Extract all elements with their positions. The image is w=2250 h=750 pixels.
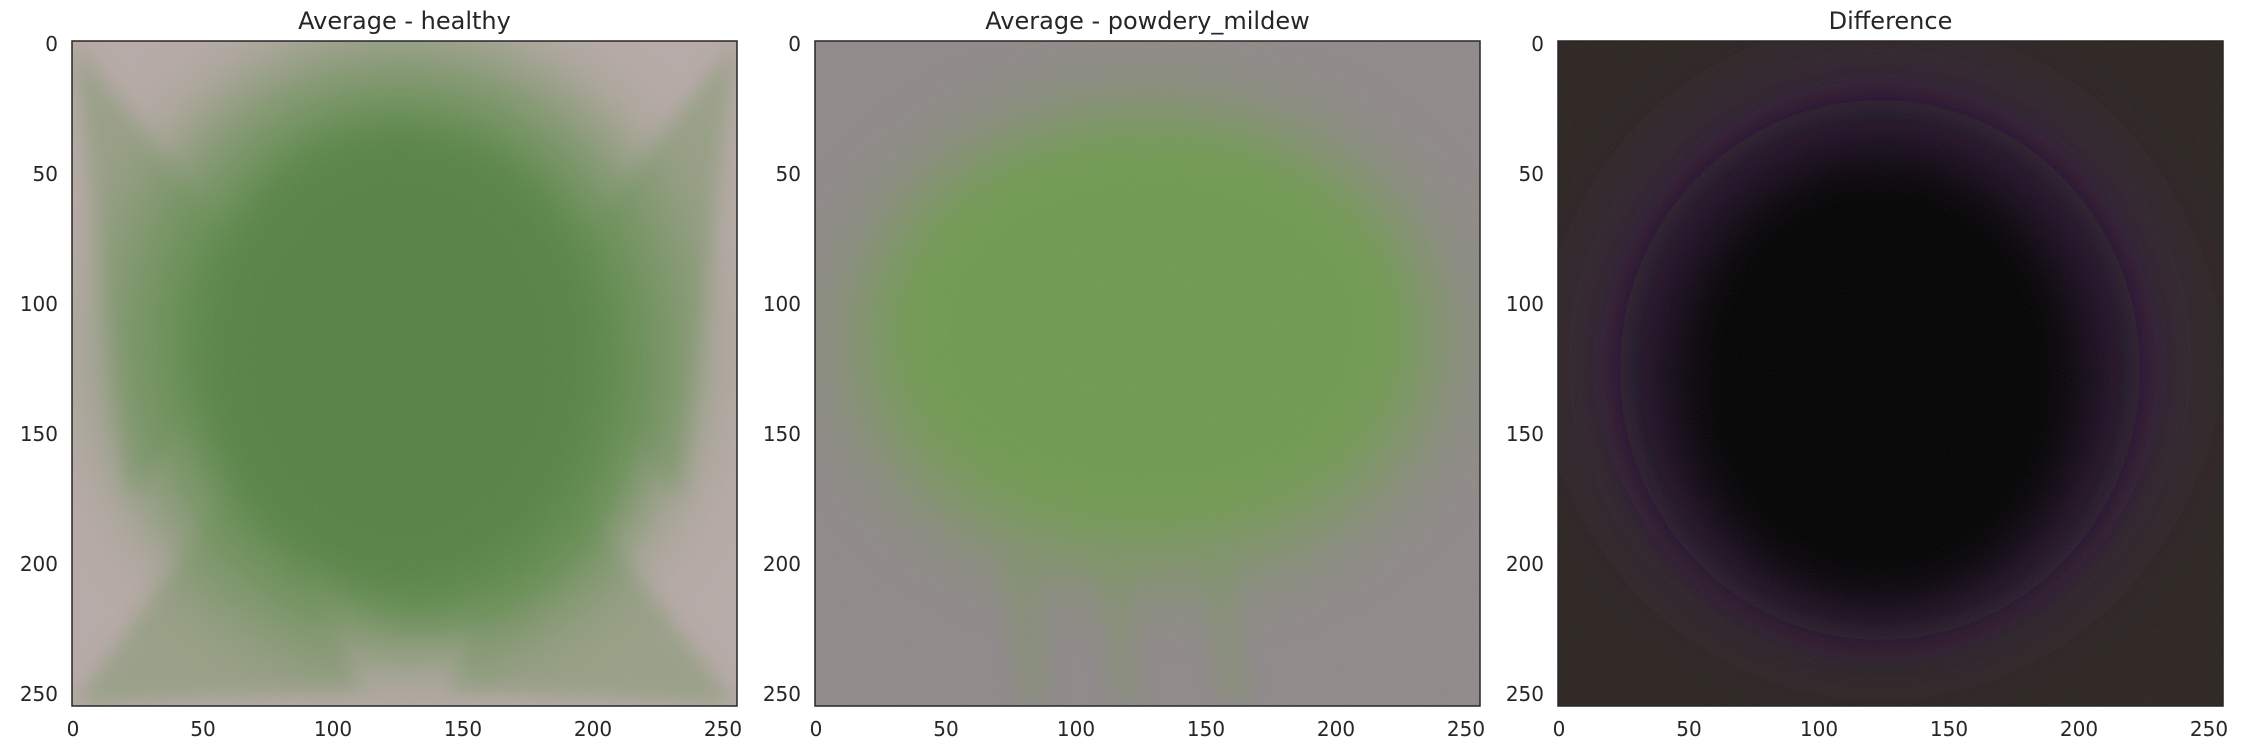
y-tick-label: 150 (1506, 422, 1544, 446)
x-tick-label: 150 (1930, 717, 1968, 741)
y-tick-label: 50 (33, 162, 58, 186)
y-tick-label: 0 (788, 32, 801, 56)
image-grain (815, 41, 1480, 706)
y-tick-label: 50 (776, 162, 801, 186)
average-image-powdery-mildew (815, 41, 1480, 706)
x-tick-label: 100 (1800, 717, 1838, 741)
panel-title: Average - powdery_mildew (985, 7, 1309, 35)
image-grain (72, 41, 737, 706)
y-tick-label: 100 (1506, 292, 1544, 316)
x-tick-label: 50 (933, 717, 958, 741)
panel-title: Average - healthy (298, 7, 511, 35)
y-tick-label: 50 (1519, 162, 1544, 186)
y-tick-label: 0 (45, 32, 58, 56)
x-tick-label: 250 (2190, 717, 2228, 741)
y-tick-label: 200 (1506, 552, 1544, 576)
y-tick-label: 250 (1506, 682, 1544, 706)
x-tick-label: 250 (704, 717, 742, 741)
x-axis-ticks: 0 50 100 150 200 250 (810, 717, 1485, 741)
panel-difference: Difference 0 50 100 150 200 250 0 50 100… (1506, 7, 2228, 741)
x-axis-ticks: 0 50 100 150 200 250 (67, 717, 742, 741)
image-grain (1558, 41, 2223, 706)
y-axis-ticks: 0 50 100 150 200 250 (20, 32, 58, 706)
x-tick-label: 150 (1187, 717, 1225, 741)
axes-frame (1557, 40, 2224, 707)
x-tick-label: 150 (444, 717, 482, 741)
y-tick-label: 150 (763, 422, 801, 446)
x-tick-label: 50 (1676, 717, 1701, 741)
x-tick-label: 0 (810, 717, 823, 741)
x-tick-label: 50 (190, 717, 215, 741)
y-tick-label: 250 (20, 682, 58, 706)
y-tick-label: 250 (763, 682, 801, 706)
x-tick-label: 100 (314, 717, 352, 741)
x-tick-label: 0 (67, 717, 80, 741)
y-tick-label: 200 (763, 552, 801, 576)
y-tick-label: 100 (20, 292, 58, 316)
y-axis-ticks: 0 50 100 150 200 250 (1506, 32, 1544, 706)
y-tick-label: 200 (20, 552, 58, 576)
x-tick-label: 200 (2060, 717, 2098, 741)
panel-title: Difference (1829, 7, 1953, 35)
average-image-healthy (72, 41, 737, 706)
y-tick-label: 100 (763, 292, 801, 316)
difference-image (1558, 41, 2223, 706)
x-tick-label: 0 (1553, 717, 1566, 741)
y-tick-label: 150 (20, 422, 58, 446)
axes-frame (71, 40, 738, 707)
x-tick-label: 200 (1317, 717, 1355, 741)
panel-healthy: Average - healthy 0 50 100 150 200 250 0 (20, 7, 742, 741)
x-tick-label: 100 (1057, 717, 1095, 741)
y-tick-label: 0 (1531, 32, 1544, 56)
x-tick-label: 200 (574, 717, 612, 741)
x-tick-label: 250 (1447, 717, 1485, 741)
panel-powdery-mildew: Average - powdery_mildew 0 50 100 150 20… (763, 7, 1485, 741)
axes-frame (814, 40, 1481, 707)
x-axis-ticks: 0 50 100 150 200 250 (1553, 717, 2228, 741)
y-axis-ticks: 0 50 100 150 200 250 (763, 32, 801, 706)
